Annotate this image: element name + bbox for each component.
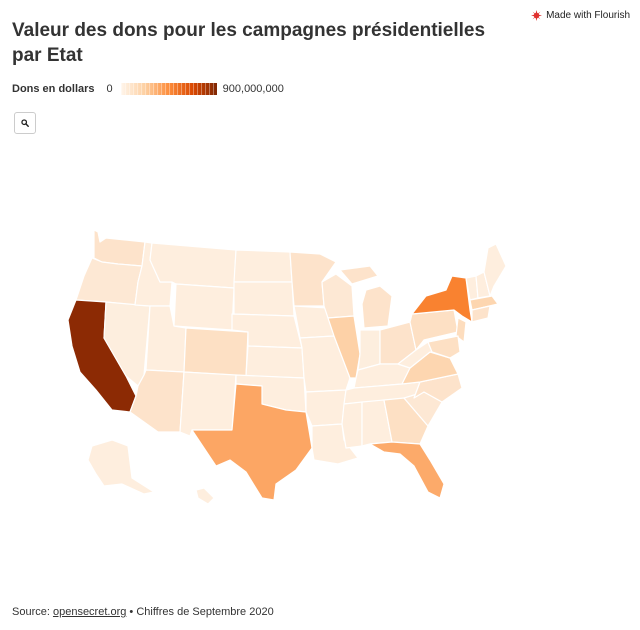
state-maryland[interactable] <box>427 335 461 359</box>
flourish-logo-icon <box>531 10 543 21</box>
state-hawaii[interactable] <box>195 487 215 505</box>
chart-title: Valeur des dons pour les campagnes prési… <box>12 20 486 66</box>
made-with-flourish-link[interactable]: Made with Flourish <box>531 10 630 21</box>
source-prefix: Source: <box>12 606 53 618</box>
legend-color-ramp <box>120 83 217 95</box>
state-kansas[interactable] <box>245 345 305 379</box>
state-oregon[interactable] <box>75 257 143 306</box>
state-florida[interactable] <box>369 441 445 499</box>
state-new-mexico[interactable] <box>179 371 237 437</box>
color-legend: Dons en dollars 0 900,000,000 <box>12 82 284 96</box>
badge-label: Made with Flourish <box>546 10 630 21</box>
state-alaska[interactable] <box>87 439 155 495</box>
state-massachusetts[interactable] <box>469 295 499 311</box>
legend-title: Dons en dollars <box>12 83 95 95</box>
state-new-york[interactable] <box>411 275 473 323</box>
state-colorado[interactable] <box>183 327 249 377</box>
zoom-search-button[interactable] <box>14 112 36 134</box>
state-maine[interactable] <box>483 243 507 297</box>
source-link[interactable]: opensecret.org <box>52 606 127 618</box>
legend-min-label: 0 <box>106 83 113 95</box>
state-wyoming[interactable] <box>173 283 235 331</box>
state-mississippi[interactable] <box>341 401 363 449</box>
source-suffix: • Chiffres de Septembre 2020 <box>126 606 274 618</box>
state-georgia[interactable] <box>383 397 429 445</box>
source-footer: Source: opensecret.org • Chiffres de Sep… <box>12 606 274 618</box>
search-icon <box>21 119 29 127</box>
state-north-dakota[interactable] <box>233 249 293 283</box>
state-indiana[interactable] <box>357 329 381 371</box>
state-michigan[interactable] <box>339 265 393 329</box>
state-south-dakota[interactable] <box>233 281 295 317</box>
state-connecticut[interactable] <box>471 305 491 323</box>
legend-max-label: 900,000,000 <box>222 83 284 95</box>
state-texas[interactable] <box>191 383 313 501</box>
state-arkansas[interactable] <box>305 389 347 427</box>
us-states-map[interactable] <box>0 140 640 580</box>
state-montana[interactable] <box>149 242 237 289</box>
state-washington[interactable] <box>93 229 146 267</box>
